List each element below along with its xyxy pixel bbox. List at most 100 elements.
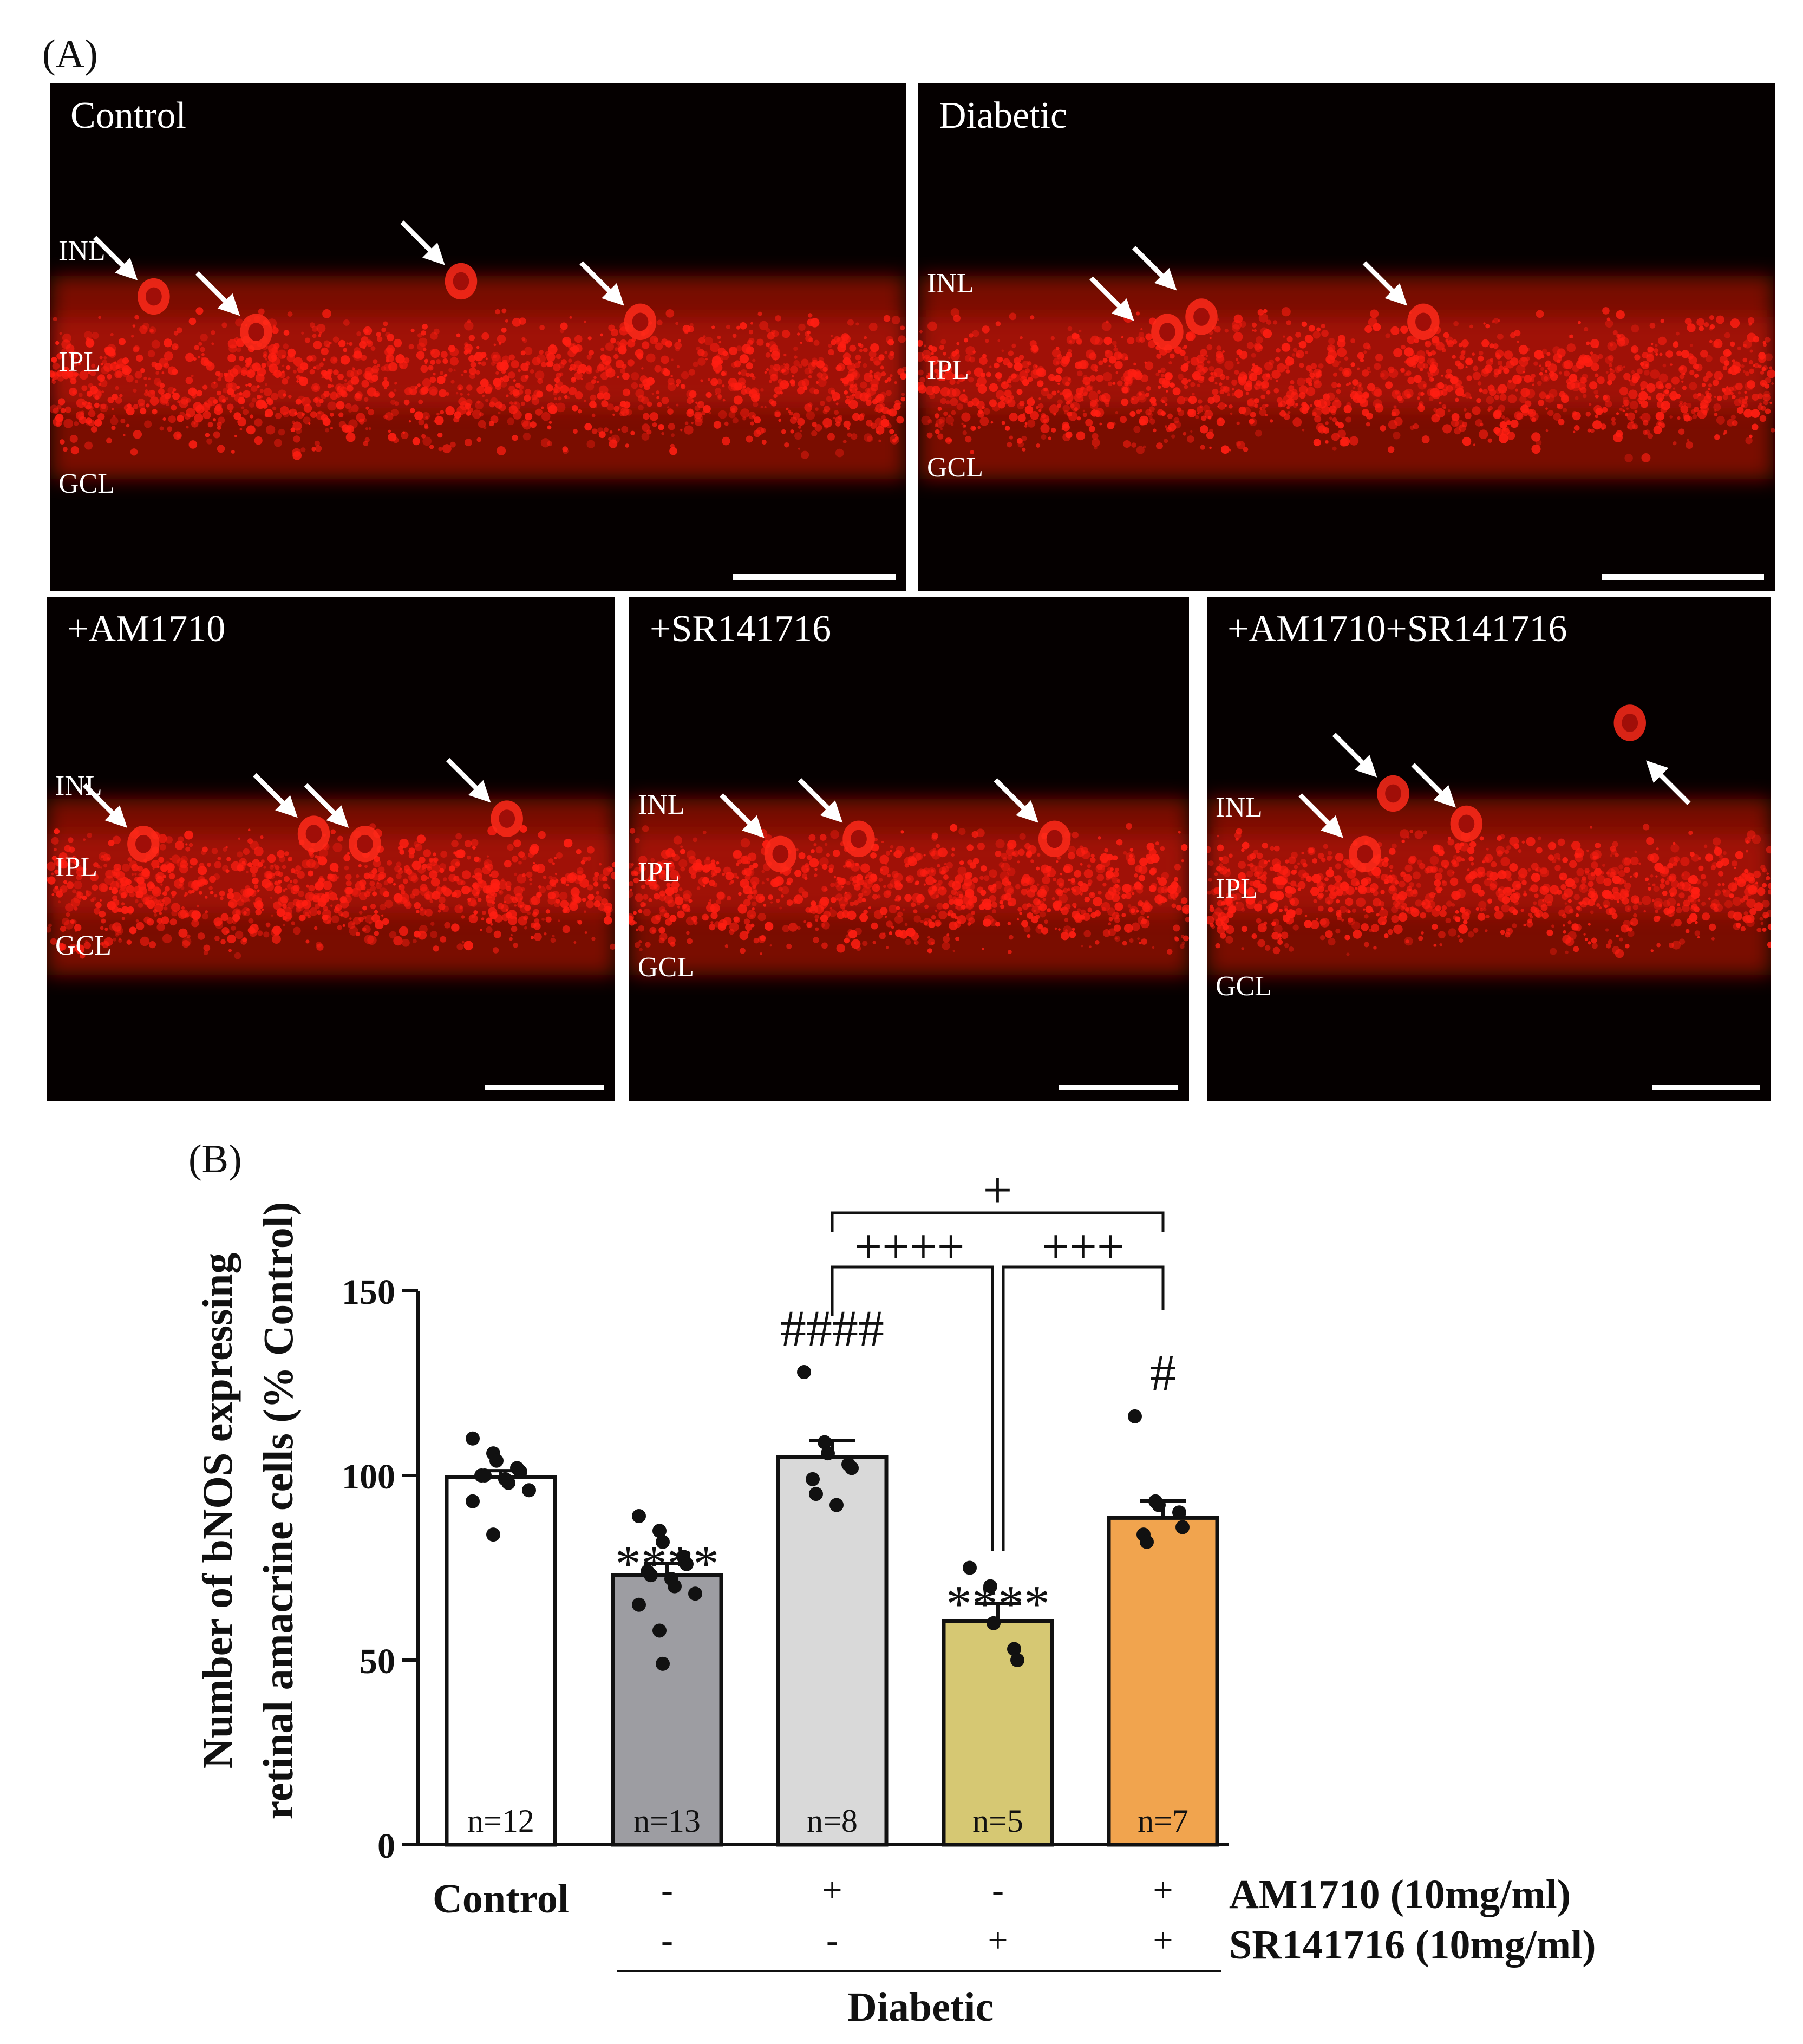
punctum xyxy=(295,399,302,405)
punctum xyxy=(173,331,179,336)
punctum xyxy=(935,909,938,912)
punctum xyxy=(76,891,82,896)
punctum xyxy=(1160,846,1165,851)
punctum xyxy=(1027,361,1032,366)
punctum xyxy=(158,388,165,395)
punctum xyxy=(1081,850,1090,859)
punctum xyxy=(859,349,863,352)
punctum xyxy=(1714,395,1716,399)
punctum xyxy=(481,332,489,341)
punctum xyxy=(110,362,119,371)
punctum xyxy=(489,401,495,408)
punctum xyxy=(556,852,563,859)
punctum xyxy=(827,433,835,441)
punctum xyxy=(894,381,897,384)
punctum xyxy=(125,878,132,885)
punctum xyxy=(851,433,858,440)
punctum xyxy=(449,441,456,448)
punctum xyxy=(939,344,945,350)
punctum xyxy=(918,369,924,376)
punctum xyxy=(742,885,752,895)
punctum xyxy=(931,832,938,839)
punctum xyxy=(983,875,990,881)
punctum xyxy=(1047,393,1053,400)
punctum xyxy=(318,334,322,337)
punctum xyxy=(936,894,939,898)
punctum xyxy=(676,365,680,368)
punctum xyxy=(879,854,889,864)
punctum xyxy=(260,859,265,864)
punctum xyxy=(1545,370,1548,373)
punctum xyxy=(159,844,166,851)
punctum xyxy=(1592,420,1602,430)
punctum xyxy=(1735,382,1743,390)
punctum xyxy=(87,370,91,374)
punctum xyxy=(403,869,408,873)
punctum xyxy=(167,426,173,432)
punctum xyxy=(512,856,519,863)
punctum xyxy=(174,840,184,850)
punctum xyxy=(306,859,316,868)
punctum xyxy=(928,345,933,351)
punctum xyxy=(963,424,966,427)
punctum xyxy=(261,363,267,368)
punctum xyxy=(863,347,868,353)
punctum xyxy=(1007,855,1012,860)
punctum xyxy=(600,371,609,380)
punctum xyxy=(1550,948,1557,955)
punctum xyxy=(1619,337,1629,347)
punctum xyxy=(828,343,832,348)
punctum xyxy=(1546,352,1551,356)
punctum xyxy=(287,902,295,909)
punctum xyxy=(591,379,596,384)
layer-label-inl: INL xyxy=(927,268,974,299)
punctum xyxy=(848,930,858,939)
micrograph-title: Control xyxy=(70,95,186,136)
punctum xyxy=(490,884,494,887)
punctum xyxy=(522,432,531,441)
punctum xyxy=(1417,380,1427,390)
punctum xyxy=(559,892,568,900)
punctum xyxy=(391,408,399,416)
punctum xyxy=(619,411,625,416)
punctum xyxy=(140,936,150,946)
punctum xyxy=(646,353,656,363)
punctum xyxy=(130,335,134,338)
punctum xyxy=(736,325,741,330)
punctum xyxy=(168,873,175,879)
punctum xyxy=(176,433,181,439)
punctum xyxy=(85,890,92,897)
punctum xyxy=(545,351,550,357)
punctum xyxy=(174,879,184,889)
punctum xyxy=(432,891,441,900)
punctum xyxy=(479,412,484,417)
punctum xyxy=(118,938,122,943)
punctum xyxy=(467,393,470,396)
punctum xyxy=(1060,873,1062,876)
punctum xyxy=(1272,320,1278,325)
punctum xyxy=(928,919,933,924)
punctum xyxy=(331,915,339,924)
punctum xyxy=(314,440,320,446)
punctum xyxy=(185,408,195,418)
punctum xyxy=(1032,369,1038,375)
punctum xyxy=(430,366,433,369)
punctum xyxy=(250,865,258,874)
punctum xyxy=(1057,390,1060,393)
punctum xyxy=(464,439,472,447)
punctum xyxy=(728,348,733,352)
punctum xyxy=(979,356,988,365)
punctum xyxy=(654,884,658,889)
punctum xyxy=(652,929,656,933)
punctum xyxy=(748,330,754,335)
punctum xyxy=(773,394,778,399)
punctum xyxy=(90,426,97,433)
punctum xyxy=(828,349,834,355)
punctum xyxy=(234,435,237,437)
punctum xyxy=(683,890,692,899)
punctum xyxy=(965,891,971,898)
punctum xyxy=(584,423,592,431)
punctum xyxy=(1367,383,1376,391)
punctum xyxy=(209,876,216,883)
punctum xyxy=(745,923,753,931)
